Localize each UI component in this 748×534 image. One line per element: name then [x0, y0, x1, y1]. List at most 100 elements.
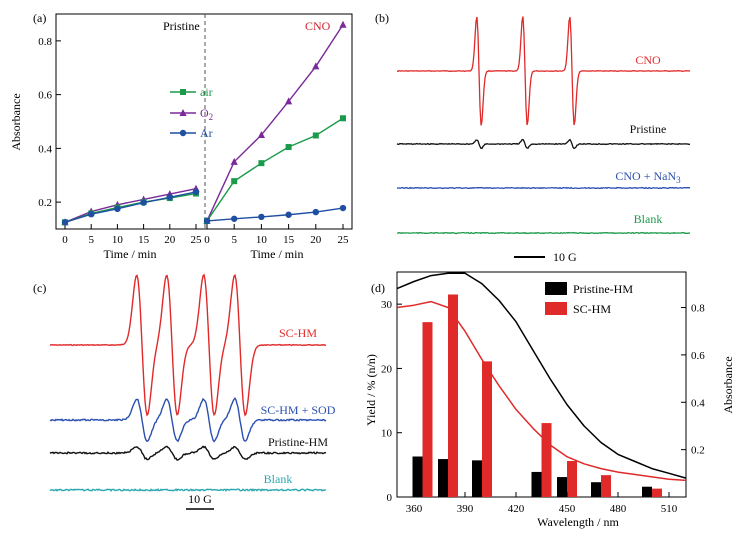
panel-d-right-ticks: 0.2 0.4 0.6 0.8 — [681, 303, 705, 457]
bar-pristine-hm — [642, 486, 652, 497]
y-tick-label: 0.2 — [691, 445, 705, 457]
legend-label: air — [200, 85, 213, 99]
x-tick-label: 5 — [231, 234, 237, 246]
panel-a: (a) Absorbance Pristine CNO Time / min T… — [9, 11, 353, 261]
spectrum-blank — [49, 488, 327, 492]
data-point-Ar — [339, 204, 347, 212]
x-tick-label: 480 — [610, 503, 627, 515]
bar-pristine-hm — [591, 482, 601, 497]
bar-pristine-hm — [531, 471, 542, 497]
spectrum-cno — [396, 16, 691, 126]
series-line-air — [64, 192, 197, 223]
x-tick-label: 390 — [457, 503, 474, 515]
legend-label: Pristine-HM — [573, 282, 633, 296]
panel-a-title-cno: CNO — [305, 19, 331, 33]
spectrum-label-pristine: Pristine — [630, 122, 667, 136]
x-tick-label: 0 — [204, 234, 210, 246]
x-tick-label: 20 — [310, 234, 322, 246]
spectrum-label-cno: CNO — [635, 53, 661, 67]
x-tick-label: 20 — [164, 234, 176, 246]
data-point-air — [312, 132, 319, 139]
bar-sc-hm — [652, 488, 662, 497]
x-tick-label: 0 — [62, 234, 68, 246]
data-point-Ar — [140, 199, 147, 206]
spectrum-sc-hm — [50, 273, 327, 417]
panel-a-x-ticks: 0 5 10 15 20 25 0 5 10 15 20 25 — [62, 224, 349, 246]
bar-sc-hm — [448, 294, 458, 497]
x-tick-label: 10 — [256, 234, 268, 246]
panel-a-title-pristine: Pristine — [163, 19, 200, 33]
x-tick-label: 25 — [191, 234, 203, 246]
panel-a-ylabel: Absorbance — [9, 93, 23, 150]
data-point-air — [340, 115, 346, 122]
panel-c-label: (c) — [33, 281, 46, 295]
spectrum-label-sc-hm-sod: SC-HM + SOD — [261, 403, 336, 417]
data-point-Ar — [166, 194, 173, 201]
series-line-O2 — [64, 188, 197, 223]
panel-d: (d) 0 10 20 30 0.2 0.4 0.6 0.8 360 390 420 450 480… — [364, 271, 735, 529]
bar-sc-hm — [422, 322, 433, 497]
panel-a-frame — [55, 13, 353, 230]
panel-a-legend: air O2 Ar — [170, 85, 213, 140]
panel-d-ylabel-left: Yield / % (n/n) — [364, 354, 378, 426]
panel-a-xlabel-right: Time / min — [251, 247, 304, 261]
bar-sc-hm — [482, 361, 492, 497]
panel-d-bars — [412, 294, 662, 497]
y-tick-label: 0.8 — [691, 303, 705, 315]
panel-b-scalebar-label: 10 G — [553, 250, 577, 264]
bar-pristine-hm — [412, 456, 423, 497]
y-tick-label: 0.4 — [38, 143, 52, 155]
bar-sc-hm — [567, 461, 577, 497]
panel-d-legend: Pristine-HM SC-HM — [545, 282, 633, 316]
panel-d-curves — [396, 272, 687, 482]
data-point-Ar — [114, 205, 121, 213]
data-point-air — [258, 160, 265, 167]
y-tick-label: 0.2 — [38, 197, 52, 209]
legend-label: O2 — [200, 106, 213, 122]
series-line-Ar — [206, 207, 344, 222]
data-point-Ar — [285, 211, 292, 218]
panel-a-y-ticks: 0.2 0.4 0.6 0.8 — [38, 36, 61, 209]
series-line-Ar — [64, 191, 197, 223]
x-tick-label: 10 — [112, 234, 124, 246]
x-tick-label: 510 — [661, 503, 678, 515]
panel-c-scalebar-label: 10 G — [188, 492, 212, 506]
y-tick-label: 0.4 — [691, 397, 705, 409]
data-point-O2 — [285, 97, 293, 105]
y-tick-label: 30 — [381, 299, 393, 311]
x-tick-label: 360 — [406, 503, 423, 515]
legend-swatch — [545, 282, 567, 295]
panel-b-label: (b) — [375, 11, 389, 25]
absorbance-curve-sc-hm — [396, 300, 687, 482]
y-tick-label: 10 — [381, 428, 393, 440]
data-point-O2 — [230, 157, 238, 165]
data-point-air — [285, 144, 292, 151]
panel-b: (b) CNO Pristine CNO + NaN3 Blank 10 G — [375, 11, 691, 264]
data-point-Ar — [231, 215, 238, 222]
spectrum-cno-nan3 — [396, 186, 690, 190]
data-point-Ar — [61, 219, 69, 226]
legend-marker — [179, 109, 187, 116]
spectrum-label-blank: Blank — [264, 472, 293, 486]
spectrum-label-sc-hm: SC-HM — [279, 326, 317, 340]
y-tick-label: 0 — [387, 492, 393, 504]
x-tick-label: 25 — [338, 234, 350, 246]
spectrum-pristine — [396, 138, 691, 150]
y-tick-label: 20 — [381, 363, 393, 375]
data-point-air — [231, 178, 238, 185]
spectrum-label-cno-nan3: CNO + NaN3 — [615, 169, 681, 185]
panel-d-xlabel: Wavelength / nm — [537, 515, 619, 529]
y-tick-label: 0.8 — [38, 36, 52, 48]
panel-c: (c) SC-HM SC-HM + SOD Pristine-HM Blank 10 … — [33, 273, 336, 510]
legend-label: Ar — [200, 126, 213, 140]
x-tick-label: 5 — [88, 234, 94, 246]
data-point-Ar — [203, 217, 211, 225]
data-point-Ar — [88, 211, 95, 218]
panel-a-xlabel-left: Time / min — [104, 247, 157, 261]
x-tick-label: 420 — [508, 503, 525, 515]
legend-label: SC-HM — [573, 302, 611, 316]
legend-marker — [180, 89, 186, 95]
x-tick-label: 15 — [283, 234, 295, 246]
series-line-O2 — [206, 24, 344, 222]
